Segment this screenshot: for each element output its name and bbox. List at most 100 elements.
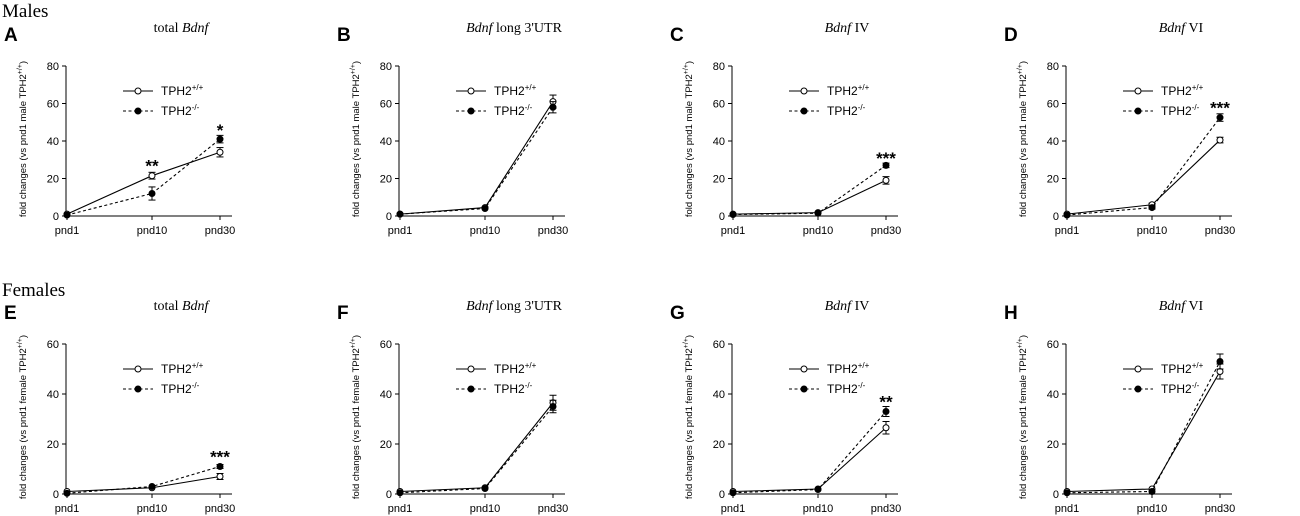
- series-line: [66, 138, 221, 216]
- series-line: [732, 411, 887, 494]
- y-tick-label: 80: [1047, 61, 1059, 73]
- data-point: [1148, 204, 1156, 212]
- series-knockout: [396, 399, 557, 497]
- x-tick-label: pnd10: [137, 503, 168, 515]
- y-tick-label: 20: [47, 439, 59, 451]
- data-point: [481, 485, 489, 492]
- legend-entry: TPH2-/-: [1123, 103, 1200, 118]
- series-line: [399, 106, 554, 215]
- x-tick-label: pnd1: [55, 503, 79, 515]
- y-tick-label: 20: [713, 439, 725, 451]
- series-knockout: [729, 161, 890, 218]
- gene-name: Bdnf: [825, 299, 854, 314]
- data-point: [481, 205, 489, 212]
- title-text: long 3'UTR: [493, 299, 563, 314]
- legend-label-text: TPH2: [161, 382, 192, 396]
- y-tick-label: 80: [47, 61, 59, 73]
- legend-label: TPH2-/-: [1161, 103, 1200, 118]
- legend-label-superscript: +/+: [1192, 361, 1204, 370]
- legend-label-text: TPH2: [1161, 362, 1192, 376]
- y-tick-label: 0: [386, 489, 392, 501]
- y-axis-label-end: ): [351, 335, 362, 338]
- legend-label: TPH2-/-: [494, 103, 533, 118]
- legend-entry: TPH2+/+: [123, 83, 204, 98]
- legend-label-superscript: -/-: [525, 381, 533, 390]
- y-tick-label: 60: [380, 99, 392, 111]
- series-knockout: [1063, 353, 1224, 497]
- series-wildtype: [396, 94, 557, 218]
- series-line: [1066, 139, 1221, 215]
- panel-title: total Bdnf: [154, 299, 211, 314]
- legend-marker: [1134, 365, 1142, 373]
- legend-entry: TPH2+/+: [456, 361, 537, 376]
- y-tick-label: 40: [47, 136, 59, 148]
- legend-label-text: TPH2: [827, 104, 858, 118]
- data-point: [729, 489, 737, 497]
- series-wildtype: [729, 421, 890, 495]
- legend-label: TPH2-/-: [494, 381, 533, 396]
- data-point: [63, 489, 71, 497]
- legend-label-superscript: -/-: [192, 381, 200, 390]
- x-tick-label: pnd30: [538, 225, 569, 237]
- data-point: [148, 190, 156, 197]
- series-line: [66, 475, 221, 493]
- data-point: [549, 403, 557, 410]
- legend-label-superscript: -/-: [525, 103, 533, 112]
- panel-title: total Bdnf: [154, 21, 211, 36]
- gene-name: Bdnf: [466, 21, 495, 36]
- data-point: [882, 176, 890, 184]
- legend-marker: [134, 107, 142, 115]
- legend-label-superscript: +/+: [1192, 83, 1204, 92]
- panel-letter: H: [1004, 303, 1018, 324]
- legend-entry: TPH2+/+: [789, 361, 870, 376]
- x-tick-label: pnd1: [55, 225, 79, 237]
- significance-marker: **: [879, 393, 893, 412]
- y-tick-label: 40: [713, 136, 725, 148]
- y-axis-label: fold changes (vs pnd1 female TPH2+/+): [1017, 335, 1029, 499]
- series-line: [66, 151, 221, 215]
- y-axis-label-superscript: +/+: [683, 64, 690, 74]
- y-axis-label-text: fold changes (vs pnd1 male TPH2: [351, 74, 362, 217]
- data-point: [814, 209, 822, 217]
- data-point: [1216, 114, 1224, 122]
- series-line: [399, 101, 554, 215]
- y-tick-label: 20: [380, 439, 392, 451]
- legend-label: TPH2+/+: [827, 83, 870, 98]
- series-wildtype: [729, 176, 890, 218]
- legend-label-superscript: +/+: [858, 361, 870, 370]
- y-axis-label-superscript: +/+: [350, 64, 357, 74]
- legend-label-text: TPH2: [161, 362, 192, 376]
- y-tick-label: 0: [53, 211, 59, 223]
- series-line: [732, 179, 887, 215]
- y-tick-label: 60: [47, 99, 59, 111]
- panel-letter: C: [670, 25, 684, 46]
- panel-title: Bdnf long 3'UTR: [466, 299, 563, 314]
- series-knockout: [63, 463, 224, 497]
- series-knockout: [1063, 113, 1224, 219]
- panel-title: Bdnf IV: [825, 21, 870, 36]
- legend-entry: TPH2-/-: [789, 381, 866, 396]
- data-point: [1216, 136, 1224, 144]
- series-wildtype: [1063, 136, 1224, 218]
- y-tick-label: 60: [713, 339, 725, 351]
- legend-label-superscript: +/+: [858, 83, 870, 92]
- legend-marker: [800, 87, 808, 95]
- series-line: [399, 402, 554, 493]
- y-axis-label-superscript: +/+: [17, 338, 24, 348]
- legend-label: TPH2-/-: [161, 103, 200, 118]
- legend-entry: TPH2+/+: [789, 83, 870, 98]
- y-axis-label-end: ): [684, 335, 695, 338]
- series-wildtype: [63, 473, 224, 495]
- y-axis-label: fold changes (vs pnd1 male TPH2+/+): [1017, 61, 1029, 217]
- legend-label: TPH2+/+: [1161, 83, 1204, 98]
- legend-label-text: TPH2: [827, 84, 858, 98]
- data-point: [396, 489, 404, 497]
- legend-marker: [467, 385, 475, 393]
- title-text: long 3'UTR: [493, 21, 563, 36]
- y-axis-label: fold changes (vs pnd1 female TPH2+/+): [350, 335, 362, 499]
- gene-name: Bdnf: [182, 299, 211, 314]
- x-tick-label: pnd30: [205, 225, 236, 237]
- y-axis-label-end: ): [18, 335, 29, 338]
- legend-marker: [467, 107, 475, 115]
